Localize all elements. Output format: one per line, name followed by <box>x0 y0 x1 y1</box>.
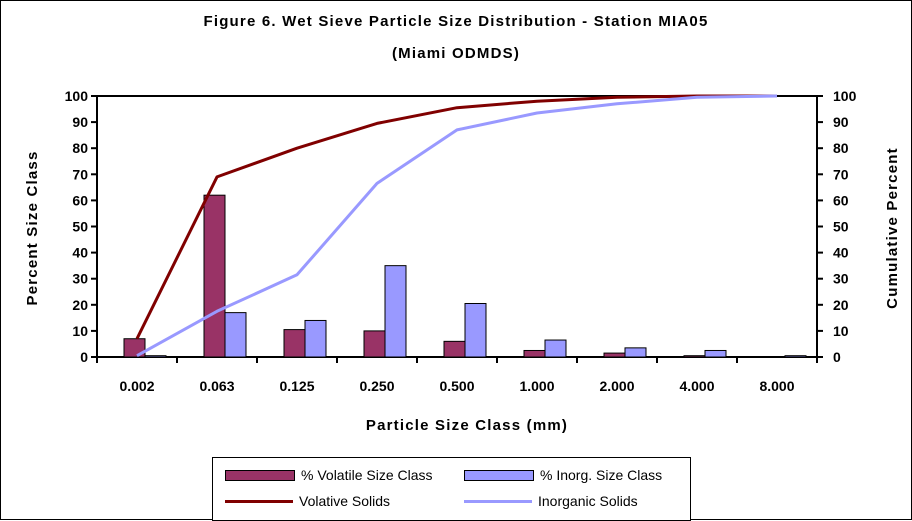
chart-title: Figure 6. Wet Sieve Particle Size Distri… <box>203 13 709 30</box>
x-tick-label-0.002: 0.002 <box>119 378 154 394</box>
chart-subtitle: (Miami ODMDS) <box>391 45 521 62</box>
y2-axis-label: Cumulative Percent <box>884 147 901 309</box>
bar-volatile-1.000 <box>523 349 546 358</box>
legend-swatch-volatile-line <box>225 499 293 503</box>
legend-swatch-volatile-bar <box>225 469 295 481</box>
y2-tick-label-10: 10 <box>833 323 849 339</box>
bar-volatile-0.500 <box>443 340 466 358</box>
bar-inorganic-1.000 <box>544 339 567 358</box>
y2-tick-label-70: 70 <box>833 166 849 182</box>
legend-item-volatile-line: Volative Solids <box>225 492 390 510</box>
bar-inorganic-0.002 <box>144 355 167 358</box>
y-tick-label-50: 50 <box>72 219 88 235</box>
y-tick-label-100: 100 <box>65 88 89 104</box>
legend-label-inorganic-line: Inorganic Solids <box>538 493 638 509</box>
bar-inorganic-0.250 <box>384 265 407 358</box>
legend-item-volatile-bar: % Volatile Size Class <box>225 466 433 484</box>
x-tick-label-1.000: 1.000 <box>519 378 554 394</box>
y-tick-label-60: 60 <box>72 192 88 208</box>
y-tick-label-10: 10 <box>72 323 88 339</box>
y-tick-label-20: 20 <box>72 297 88 313</box>
bar-inorganic-2.000 <box>624 347 647 358</box>
x-tick-label-0.250: 0.250 <box>359 378 394 394</box>
legend-swatch-inorganic-bar <box>464 469 534 481</box>
x-tick-label-8.000: 8.000 <box>759 378 794 394</box>
y2-tick-label-40: 40 <box>833 245 849 261</box>
bar-volatile-0.063 <box>203 194 226 358</box>
y2-tick-label-60: 60 <box>833 192 849 208</box>
bar-volatile-4.000 <box>683 355 706 358</box>
legend-swatch-inorganic-line <box>464 499 532 503</box>
legend-item-inorganic-line: Inorganic Solids <box>464 492 638 510</box>
y-tick-label-40: 40 <box>72 245 88 261</box>
bar-volatile-0.125 <box>283 329 306 358</box>
y2-tick-label-30: 30 <box>833 271 849 287</box>
x-tick-label-4.000: 4.000 <box>679 378 714 394</box>
legend-label-volatile-bar: % Volatile Size Class <box>301 467 433 483</box>
x-tick-label-0.500: 0.500 <box>439 378 474 394</box>
line-inorganic-solids <box>136 94 778 358</box>
bar-inorganic-4.000 <box>704 349 727 358</box>
y2-tick-label-0: 0 <box>833 349 841 365</box>
y-axis-label: Percent Size Class <box>24 150 41 305</box>
line-volatile-solids <box>135 94 777 340</box>
y2-tick-label-90: 90 <box>833 114 849 130</box>
x-axis-label: Particle Size Class (mm) <box>366 417 568 434</box>
y-tick-label-90: 90 <box>72 114 88 130</box>
bar-volatile-0.002 <box>123 338 146 358</box>
y2-tick-label-50: 50 <box>833 219 849 235</box>
bar-inorganic-8.000 <box>784 355 807 358</box>
bar-inorganic-0.500 <box>464 302 487 358</box>
y-tick-label-0: 0 <box>80 349 88 365</box>
y-tick-label-30: 30 <box>72 271 88 287</box>
x-tick-label-0.063: 0.063 <box>199 378 234 394</box>
y2-tick-label-20: 20 <box>833 297 849 313</box>
y-tick-label-80: 80 <box>72 140 88 156</box>
y2-tick-label-80: 80 <box>833 140 849 156</box>
legend-label-inorganic-bar: % Inorg. Size Class <box>540 467 663 483</box>
bar-inorganic-0.125 <box>304 319 327 358</box>
legend: % Volatile Size Class % Inorg. Size Clas… <box>212 457 691 521</box>
legend-label-volatile-line: Volative Solids <box>299 493 391 509</box>
bar-inorganic-0.063 <box>224 312 247 358</box>
x-tick-label-0.125: 0.125 <box>279 378 314 394</box>
y-tick-label-70: 70 <box>72 166 88 182</box>
bar-volatile-2.000 <box>603 352 626 358</box>
legend-item-inorganic-bar: % Inorg. Size Class <box>464 466 662 484</box>
bar-volatile-0.250 <box>363 330 386 358</box>
x-tick-label-2.000: 2.000 <box>599 378 634 394</box>
y2-tick-label-100: 100 <box>833 88 857 104</box>
